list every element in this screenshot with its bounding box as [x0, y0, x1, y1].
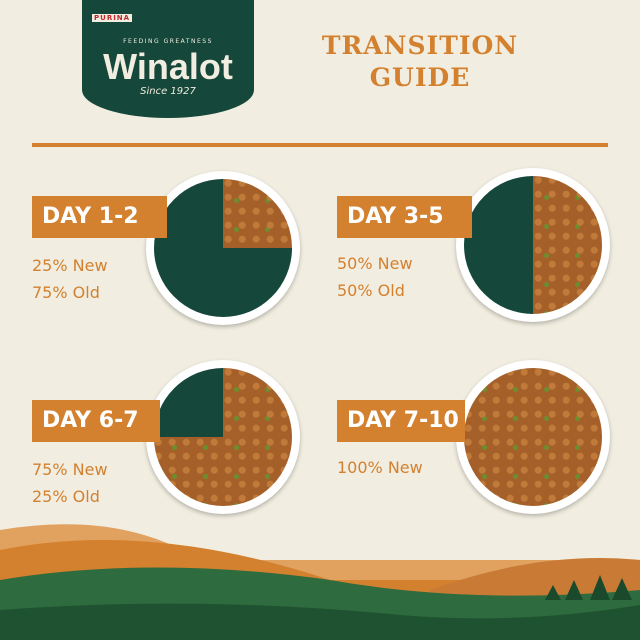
logo-brand: Winalot: [103, 46, 233, 87]
bowl-step-4: [456, 360, 610, 514]
divider: [32, 143, 608, 147]
step-text: 25% New 75% Old: [32, 256, 108, 302]
page-title: TRANSITION GUIDE: [290, 30, 550, 94]
bowl-fill: [464, 176, 602, 314]
hills-illustration: [0, 524, 640, 640]
bowl-fill: [154, 368, 292, 506]
day-label: DAY 3-5: [337, 196, 472, 238]
logo-tagline: FEEDING GREATNESS: [123, 38, 213, 45]
day-label: DAY 1-2: [32, 196, 167, 238]
step-text: 100% New: [337, 458, 423, 477]
bowl-step-3: [146, 360, 300, 514]
logo-since: Since 1927: [140, 86, 196, 97]
bowl-fill: [154, 179, 292, 317]
step-text: 75% New 25% Old: [32, 460, 108, 506]
day-label: DAY 6-7: [32, 400, 160, 442]
bowl-step-2: [456, 168, 610, 322]
winalot-logo: PURINA FEEDING GREATNESS Winalot Since 1…: [82, 0, 254, 118]
title-line-2: GUIDE: [369, 63, 471, 92]
day-label: DAY 7-10: [337, 400, 465, 442]
bowl-step-1: [146, 171, 300, 325]
bowl-fill: [464, 368, 602, 506]
title-line-1: TRANSITION: [321, 31, 519, 60]
step-text: 50% New 50% Old: [337, 254, 413, 300]
purina-badge: PURINA: [92, 14, 133, 22]
